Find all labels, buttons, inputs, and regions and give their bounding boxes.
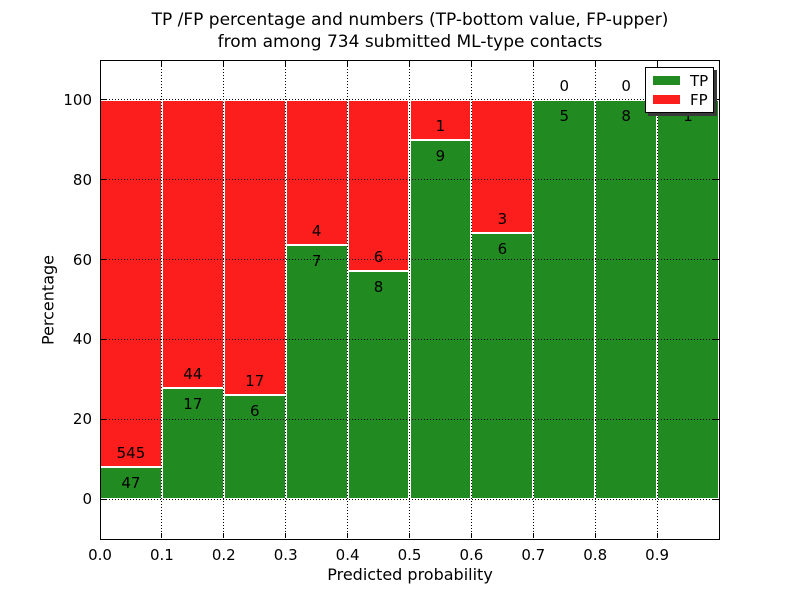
bar-fp-segment (223, 99, 286, 395)
chart-title: TP /FP percentage and numbers (TP-bottom… (100, 9, 720, 53)
legend-swatch-tp (653, 76, 680, 85)
x-tick-label: 0.1 (149, 546, 174, 564)
y-tick-mark (101, 498, 106, 500)
x-tick-mark-top (409, 61, 410, 66)
axes-frame (100, 60, 720, 540)
x-tick-mark-top (161, 61, 163, 66)
vertical-gridline (223, 60, 225, 539)
y-tick-mark (101, 99, 106, 101)
legend-label: TP (690, 71, 709, 90)
tp-count-label: 9 (435, 146, 446, 165)
legend-row: FP (653, 90, 713, 109)
vertical-gridline (409, 60, 410, 539)
fp-count-label: 3 (497, 209, 508, 228)
tp-count-label: 8 (621, 106, 631, 125)
y-tick-mark-right (713, 259, 718, 261)
x-tick-mark-top (285, 61, 287, 66)
tp-count-label: 8 (373, 277, 384, 296)
fp-count-label: 6 (373, 247, 384, 266)
chart-title-line1: TP /FP percentage and numbers (TP-bottom… (151, 10, 669, 30)
x-tick-label: 0.0 (88, 546, 112, 564)
legend: TP FP (645, 67, 714, 113)
y-tick-label: 40 (72, 330, 92, 349)
bar-tp-segment (595, 99, 658, 500)
y-tick-label: 60 (72, 250, 92, 269)
bar-tp-segment (347, 270, 410, 500)
bar-tp-segment (533, 99, 596, 500)
y-tick-mark (101, 338, 106, 340)
fp-count-label: 17 (245, 371, 265, 390)
legend-row: TP (653, 71, 713, 90)
fp-count-label: 0 (559, 76, 570, 95)
vertical-gridline (656, 60, 658, 539)
fp-count-label: 44 (183, 364, 203, 383)
y-tick-mark-right (713, 338, 718, 340)
vertical-gridline (161, 60, 163, 539)
x-tick-mark (161, 533, 163, 538)
bar-fp-segment (347, 99, 410, 271)
tp-count-label: 6 (249, 401, 260, 420)
tp-count-label: 47 (121, 474, 141, 493)
fp-count-label: 545 (116, 444, 146, 463)
tp-count-label: 6 (497, 239, 508, 258)
chart-title-line2: from among 734 submitted ML-type contact… (217, 32, 603, 52)
x-tick-mark (409, 533, 410, 538)
y-tick-label: 20 (72, 410, 92, 429)
vertical-gridline (285, 60, 287, 539)
x-tick-mark (285, 533, 287, 538)
x-tick-mark (347, 533, 349, 538)
y-tick-label: 80 (72, 170, 92, 189)
x-tick-mark (532, 533, 534, 538)
bar-tp-segment (161, 387, 224, 500)
x-tick-label: 0.2 (211, 546, 236, 564)
x-tick-mark-top (470, 61, 472, 66)
x-tick-mark-top (347, 61, 349, 66)
y-tick-label: 0 (82, 490, 92, 509)
x-tick-label: 0.4 (335, 546, 360, 564)
bar-tp-segment (471, 232, 534, 500)
y-tick-mark (101, 418, 106, 420)
x-axis-label: Predicted probability (327, 565, 493, 584)
vertical-gridline (347, 60, 349, 539)
x-tick-mark-top (532, 61, 534, 66)
bar-fp-segment (285, 99, 348, 246)
x-tick-mark-top (656, 61, 658, 66)
bar-tp-segment (223, 394, 286, 500)
tp-count-label: 5 (559, 106, 570, 125)
y-tick-mark-right (713, 418, 718, 420)
y-tick-mark-right (713, 99, 718, 101)
x-tick-mark-top (223, 61, 225, 66)
x-tick-mark (470, 533, 472, 538)
y-tick-label: 100 (63, 90, 92, 109)
y-tick-mark (101, 179, 106, 181)
fp-count-label: 1 (435, 116, 446, 135)
x-tick-label: 0.7 (521, 546, 546, 564)
vertical-gridline (532, 60, 534, 539)
fp-count-label: 4 (311, 222, 322, 241)
x-tick-mark (656, 533, 658, 538)
fp-count-label: 0 (621, 76, 631, 95)
x-tick-label: 0.5 (397, 546, 422, 564)
tp-count-label: 7 (311, 252, 322, 271)
legend-label: FP (690, 90, 708, 109)
bar-fp-segment (100, 99, 162, 468)
x-tick-mark-top (594, 61, 596, 66)
x-tick-mark (223, 533, 225, 538)
y-tick-mark-right (713, 498, 718, 500)
bar-tp-segment (657, 99, 719, 500)
tp-count-label: 1 (683, 106, 693, 125)
vertical-gridline (470, 60, 472, 539)
x-tick-label: 0.8 (583, 546, 608, 564)
legend-swatch-fp (653, 95, 680, 104)
vertical-gridline (594, 60, 596, 539)
y-tick-mark-right (713, 179, 718, 181)
tp-count-label: 17 (183, 394, 203, 413)
y-tick-mark (101, 259, 106, 261)
x-tick-label: 0.3 (273, 546, 298, 564)
bar-tp-segment (100, 467, 162, 500)
x-tick-label: 0.9 (645, 546, 670, 564)
x-tick-mark (594, 533, 596, 538)
x-tick-label: 0.6 (459, 546, 484, 564)
